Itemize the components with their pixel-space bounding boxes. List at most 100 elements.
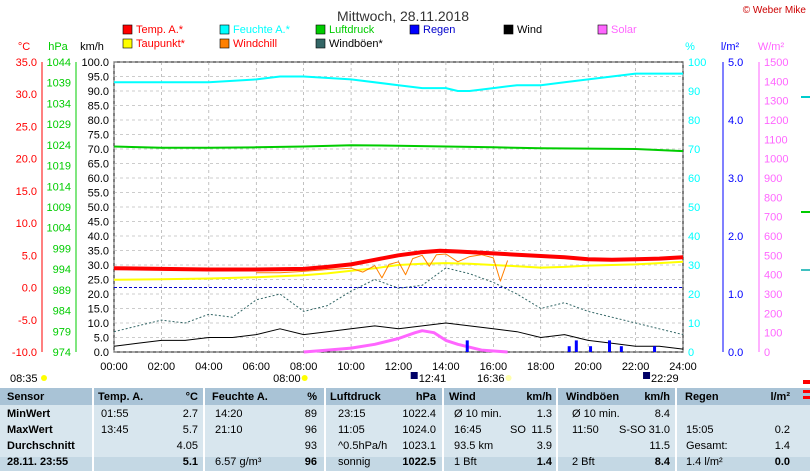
rain-bar — [608, 340, 612, 352]
pressure-value: 1023.1 — [402, 440, 436, 452]
humidity-time: 6.57 g/m³ — [215, 456, 262, 468]
temp-value: 2.7 — [182, 408, 198, 420]
sun-moon-time: 08:00 — [273, 373, 301, 385]
sunrise-icon — [301, 375, 308, 381]
x-tick-label: 06:00 — [242, 361, 270, 373]
x-tick-label: 04:00 — [195, 361, 223, 373]
pressure-value: 1022.5 — [402, 456, 436, 468]
rain-bar — [574, 340, 578, 352]
gust-time: Ø 10 min. — [572, 408, 620, 420]
wind-tick-label: 20.0 — [88, 289, 109, 301]
pressure-tick-label: 1009 — [47, 202, 71, 214]
temp-tick-label: 35.0 — [16, 57, 37, 69]
temp-value: 4.05 — [176, 440, 198, 452]
moonrise-icon — [410, 372, 418, 379]
solar-tick-label: 1100 — [764, 134, 788, 146]
rain-tick-label: 1.0 — [728, 289, 743, 301]
legend-label: Solar — [611, 24, 637, 36]
row-label: MinWert — [7, 408, 51, 420]
header-pressure-unit: hPa — [415, 391, 436, 403]
temp-tick-label: -5.0 — [18, 315, 37, 327]
humidity-tick-label: 100 — [688, 57, 706, 69]
pressure-tick-label: 1019 — [47, 161, 71, 173]
header-temp-unit: °C — [185, 391, 198, 403]
humidity-time: 21:10 — [215, 424, 243, 436]
chart-legend: Temp. A.* Feuchte A.* Luftdruck Regen Wind So… — [122, 24, 637, 50]
pressure-tick-label: 1044 — [47, 57, 71, 69]
temp-tick-label: 10.0 — [16, 218, 37, 230]
x-tick-label: 10:00 — [337, 361, 365, 373]
rain-unit-label: l/m² — [721, 41, 740, 53]
wind-tick-label: 70.0 — [88, 144, 109, 156]
legend-swatch — [503, 24, 514, 35]
rain-tick-label: 0.0 — [728, 347, 743, 359]
legend-swatch — [315, 38, 326, 49]
header-pressure: Luftdruck — [330, 391, 381, 403]
wind-time: 16:45 — [454, 424, 482, 436]
wind-tick-label: 95.0 — [88, 72, 109, 84]
wind-tick-label: 65.0 — [88, 159, 109, 171]
humidity-tick-label: 70 — [688, 144, 700, 156]
wind-tick-label: 90.0 — [88, 86, 109, 98]
legend-label: Windböen* — [329, 38, 384, 50]
humidity-value: 93 — [304, 440, 317, 452]
pressure-time: 11:05 — [338, 424, 365, 436]
wind-tick-label: 75.0 — [88, 130, 109, 142]
humidity-unit-label: % — [685, 41, 695, 53]
solar-tick-label: 600 — [764, 231, 782, 243]
wind-tick-label: 15.0 — [88, 304, 109, 316]
humidity-value: 89 — [304, 408, 317, 420]
pressure-tick-label: 1004 — [47, 223, 71, 235]
rain-bar — [567, 346, 571, 352]
solar-tick-label: 1000 — [764, 154, 788, 166]
edge-mark — [803, 396, 810, 399]
wind-time: 1 Bft — [454, 456, 477, 468]
rain-label: Gesamt: — [686, 440, 728, 452]
temp-time: 13:45 — [101, 424, 129, 436]
row-label: Durchschnitt — [7, 440, 75, 452]
pressure-tick-label: 1034 — [47, 98, 71, 110]
solar-tick-label: 700 — [764, 212, 782, 224]
header-gust-unit: km/h — [644, 391, 670, 403]
pressure-tick-label: 999 — [53, 243, 71, 255]
rain-value: 1.4 — [774, 440, 790, 452]
x-tick-label: 08:00 — [290, 361, 318, 373]
pressure-value: 1024.0 — [402, 424, 436, 436]
solar-unit-label: W/m² — [758, 41, 785, 53]
legend-label: Windchill — [233, 38, 277, 50]
sun-moon-time: 22:29 — [651, 373, 679, 385]
gust-value: 31.0 — [648, 424, 670, 436]
copyright-text: © Weber Mike — [743, 5, 807, 16]
x-tick-label: 24:00 — [669, 361, 697, 373]
gust-direction: S-SO — [619, 424, 646, 436]
solar-tick-label: 1400 — [764, 76, 788, 88]
temp-unit-label: °C — [18, 41, 30, 53]
legend-swatch — [315, 24, 326, 35]
gust-value: 8.4 — [654, 408, 670, 420]
pressure-value: 1022.4 — [402, 408, 436, 420]
sun-moon-time: 12:41 — [419, 373, 447, 385]
legend-swatch — [409, 24, 420, 35]
humidity-tick-label: 30 — [688, 260, 700, 272]
pressure-tick-label: 979 — [53, 326, 71, 338]
sun-moon-time: 08:35 — [10, 373, 38, 385]
solar-tick-label: 500 — [764, 250, 782, 262]
temp-tick-label: 20.0 — [16, 154, 37, 166]
rain-tick-label: 2.0 — [728, 231, 743, 243]
table-separator — [203, 388, 205, 471]
temp-tick-label: 5.0 — [22, 250, 37, 262]
rain-tick-label: 4.0 — [728, 115, 743, 127]
humidity-tick-label: 80 — [688, 115, 700, 127]
rain-label: 15:05 — [686, 424, 714, 436]
humidity-tick-label: 0 — [688, 347, 694, 359]
pressure-tick-label: 974 — [53, 347, 71, 359]
wind-tick-label: 5.0 — [94, 333, 109, 345]
humidity-tick-label: 60 — [688, 173, 700, 185]
humidity-value: 96 — [304, 424, 317, 436]
wind-tick-label: 35.0 — [88, 246, 109, 258]
table-header-bar — [0, 388, 810, 405]
x-tick-label: 00:00 — [100, 361, 128, 373]
legend-swatch — [122, 38, 133, 49]
table-separator — [442, 388, 444, 471]
series-temp-a-line — [113, 248, 684, 272]
